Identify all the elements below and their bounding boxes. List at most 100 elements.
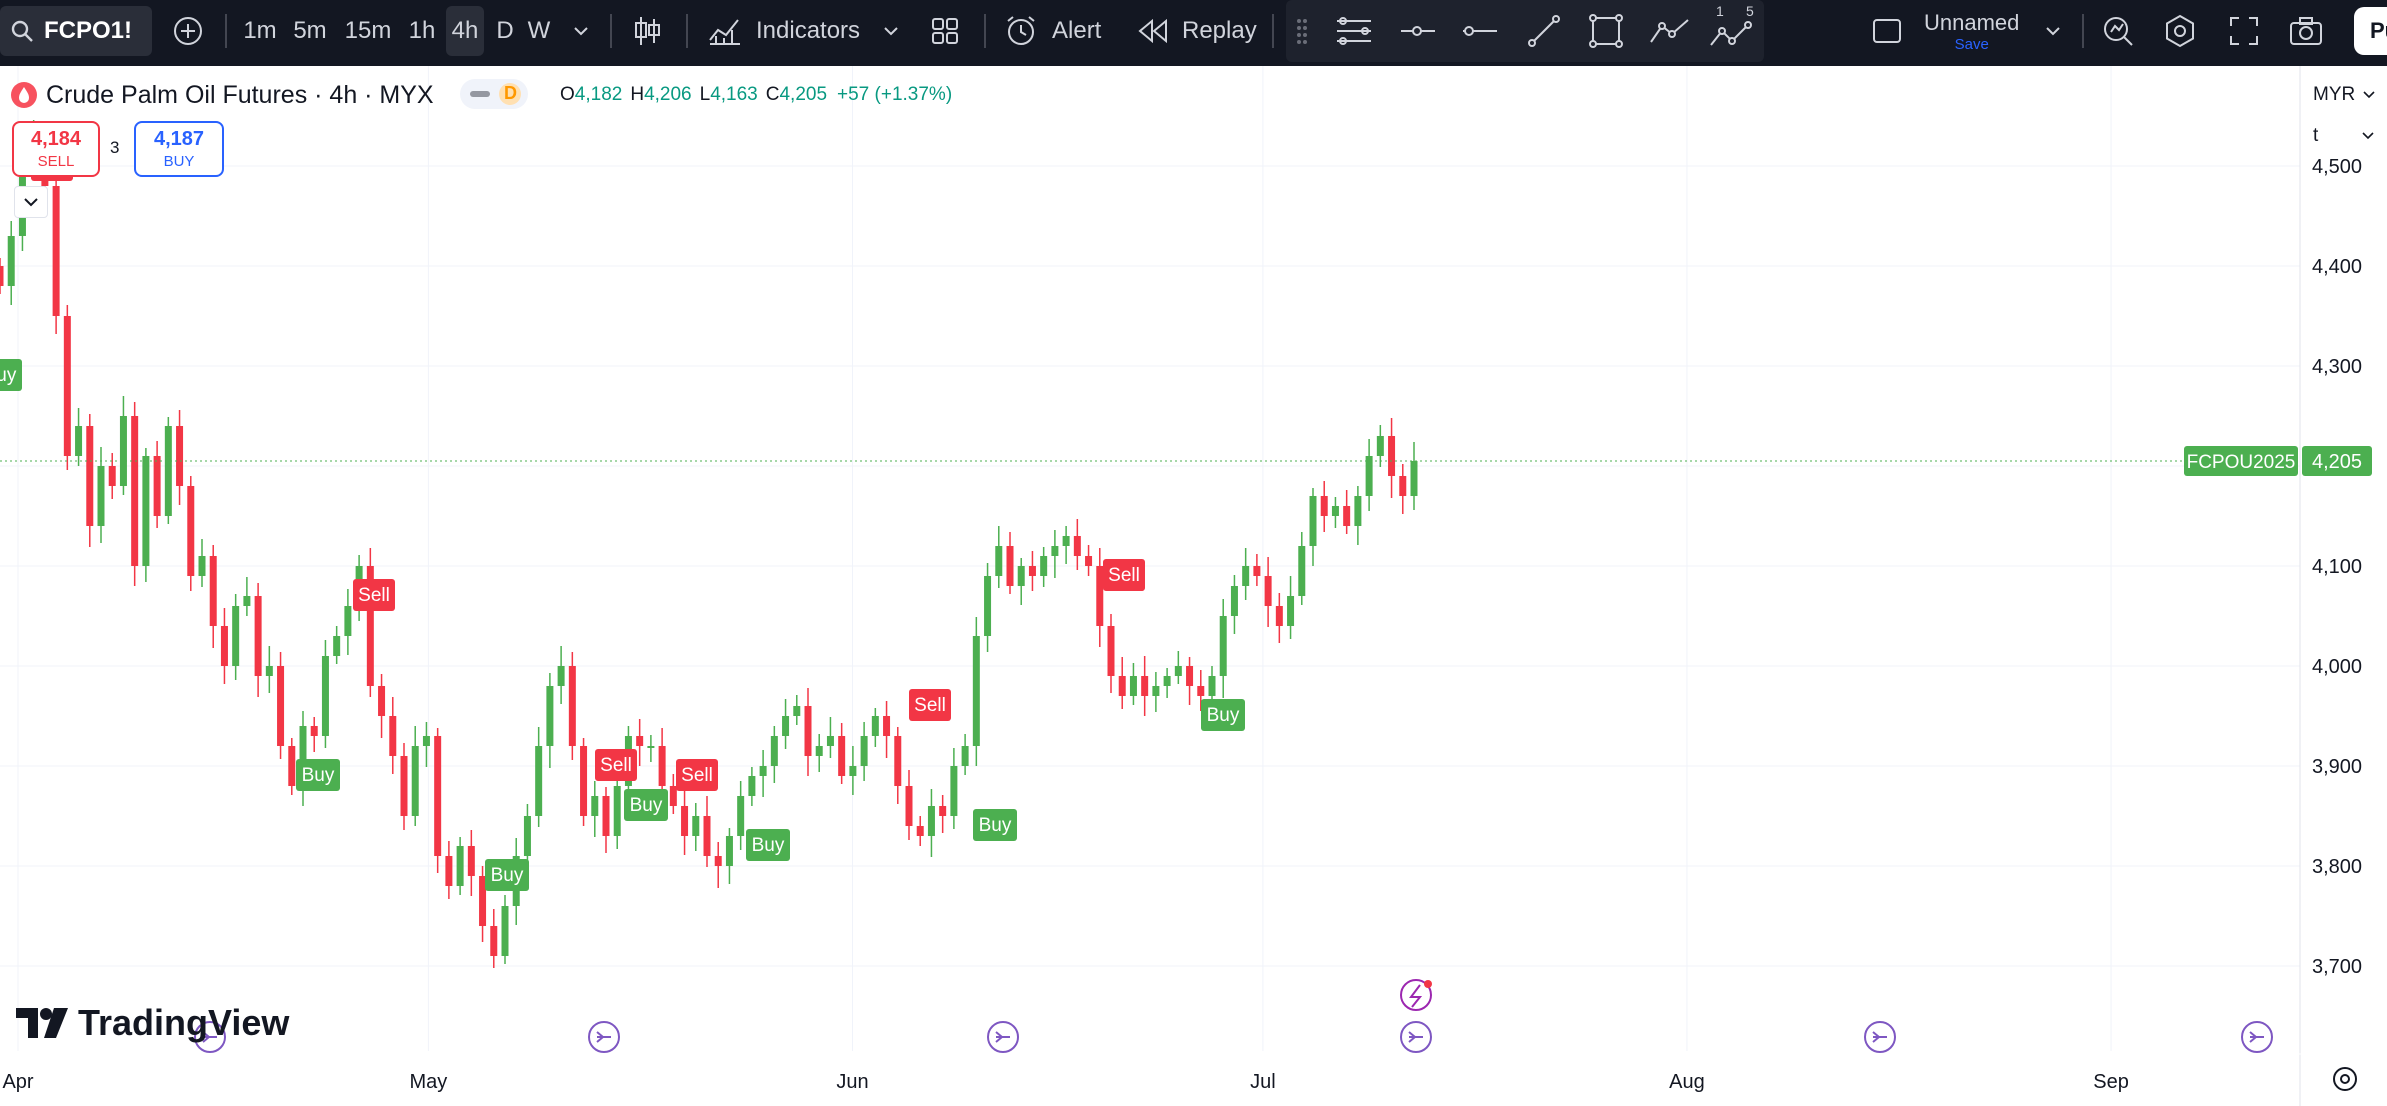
candle-body bbox=[939, 806, 947, 816]
sell-signal bbox=[676, 759, 718, 791]
event-marker-icon[interactable] bbox=[987, 1021, 1019, 1053]
sell-button[interactable]: 4,184 SELL bbox=[12, 121, 100, 177]
alert-button[interactable]: Alert bbox=[1004, 0, 1101, 62]
rewind-icon bbox=[1138, 19, 1167, 43]
indicators-chevron-down-icon[interactable] bbox=[876, 0, 906, 62]
rectangle-icon[interactable] bbox=[1586, 0, 1626, 62]
replay-button[interactable]: Replay bbox=[1138, 0, 1257, 62]
candle-body bbox=[1208, 676, 1216, 696]
candle-body bbox=[849, 766, 857, 776]
badge-label: D bbox=[504, 83, 517, 103]
timeframe-w[interactable]: W bbox=[527, 17, 551, 44]
time-axis[interactable]: Apr May Jun Jul Aug Sep bbox=[2, 1071, 2128, 1093]
candle-body bbox=[1275, 606, 1283, 626]
layout-checkbox-icon[interactable] bbox=[1870, 0, 1904, 62]
candle-body bbox=[75, 426, 83, 456]
price-axis[interactable]: 3,700 3,800 3,900 4,000 4,100 4,300 4,400 4,500 bbox=[2312, 156, 2362, 978]
candle-body bbox=[176, 426, 184, 486]
candle-body bbox=[1186, 666, 1194, 686]
candle-body bbox=[1388, 436, 1396, 476]
quick-search-icon[interactable] bbox=[2098, 0, 2138, 62]
buy-button[interactable]: 4,187 BUY bbox=[134, 121, 224, 177]
unit-selector[interactable]: t bbox=[2305, 118, 2381, 154]
candle-body bbox=[759, 766, 767, 776]
low-value: 4,163 bbox=[710, 84, 758, 105]
drag-handle-icon[interactable] bbox=[1290, 0, 1314, 62]
fullscreen-icon[interactable] bbox=[2224, 0, 2264, 62]
candle-body bbox=[344, 606, 352, 636]
timeframe-15m[interactable]: 15m bbox=[344, 17, 392, 44]
candle-body bbox=[703, 816, 711, 856]
layout-chevron-down-icon[interactable] bbox=[2038, 0, 2068, 62]
candle-body bbox=[647, 746, 655, 748]
event-marker-icon[interactable] bbox=[194, 1021, 226, 1053]
symbol-tag: FCPOU2025 bbox=[2187, 452, 2296, 473]
candle-body bbox=[52, 186, 60, 316]
candle-body bbox=[1129, 676, 1137, 696]
buy-signal bbox=[624, 789, 668, 821]
buy-signal-label: Buy bbox=[979, 815, 1012, 836]
last-price-line: FCPOU2025 4,205 bbox=[0, 446, 2372, 476]
layout-name-button[interactable]: Unnamed Save bbox=[1924, 0, 2019, 62]
candle-body bbox=[1006, 546, 1014, 586]
timeframe-1h[interactable]: 1h bbox=[408, 17, 436, 44]
candle-body bbox=[1040, 556, 1048, 576]
candle-body bbox=[97, 466, 105, 526]
sell-signal bbox=[595, 749, 637, 781]
search-icon bbox=[10, 0, 34, 62]
timeframe-4h[interactable]: 4h bbox=[446, 6, 484, 56]
pattern-icon[interactable] bbox=[1708, 0, 1754, 62]
settings-gear-icon[interactable] bbox=[2160, 0, 2200, 62]
event-marker-icon[interactable] bbox=[1864, 1021, 1896, 1053]
symbol-search-button[interactable]: FCPO1! bbox=[0, 6, 152, 56]
horizontal-ray-icon[interactable] bbox=[1398, 0, 1438, 62]
candle-body bbox=[1264, 576, 1272, 606]
candlestick-chart-type-icon[interactable] bbox=[630, 0, 664, 62]
candle-body bbox=[815, 746, 823, 756]
timeframe-1m[interactable]: 1m bbox=[243, 17, 277, 44]
templates-grid-icon[interactable] bbox=[928, 0, 962, 62]
time-tick-label: Jun bbox=[836, 1071, 868, 1093]
compare-symbol-button[interactable] bbox=[168, 0, 208, 62]
tradingview-logo-icon bbox=[16, 1008, 68, 1038]
time-tick-label: Aug bbox=[1669, 1071, 1705, 1093]
collapse-legend-button[interactable] bbox=[14, 186, 48, 218]
market-status-badge[interactable]: D bbox=[460, 79, 528, 109]
candle-body bbox=[1298, 546, 1306, 596]
event-marker-icon[interactable] bbox=[588, 1021, 620, 1053]
currency-selector[interactable]: MYR bbox=[2305, 76, 2381, 114]
timeframe-d[interactable]: D bbox=[496, 17, 514, 44]
earnings-event-icon[interactable] bbox=[1400, 979, 1432, 1011]
chevron-down-icon bbox=[2363, 91, 2375, 99]
price-chart[interactable]: FCPOU2025 4,205 Sell Buy Sell Buy Sell Buy Sell… bbox=[0, 66, 2387, 1106]
oil-drop-icon bbox=[11, 82, 37, 108]
event-marker-icon[interactable] bbox=[1400, 1021, 1432, 1053]
publish-button[interactable]: Pu bbox=[2354, 7, 2387, 55]
tradingview-logo[interactable]: TradingView bbox=[16, 1000, 289, 1046]
candle-body bbox=[714, 856, 722, 866]
top-toolbar: FCPO1! 1m 5m 15m 1h 4h D W Indicators Al… bbox=[0, 0, 2387, 66]
candle-body bbox=[277, 666, 285, 746]
candle-body bbox=[400, 756, 408, 816]
timeframe-dropdown-chevron-down-icon[interactable] bbox=[566, 0, 596, 62]
trend-line-icon[interactable] bbox=[1524, 0, 1564, 62]
buy-signal-label: Buy bbox=[491, 865, 524, 886]
chart-legend[interactable]: Crude Palm Oil Futures · 4h · MYX bbox=[10, 78, 434, 112]
price-tick-label: 3,800 bbox=[2312, 856, 2362, 878]
candle-body bbox=[299, 726, 307, 786]
timeframe-5m[interactable]: 5m bbox=[293, 17, 327, 44]
camera-icon[interactable] bbox=[2286, 0, 2326, 62]
chart-settings-gear-icon[interactable] bbox=[2328, 1062, 2362, 1096]
candle-body bbox=[557, 666, 565, 686]
event-marker-icon[interactable] bbox=[2241, 1021, 2273, 1053]
candle-body bbox=[7, 236, 15, 286]
horizontal-line-icon[interactable] bbox=[1460, 0, 1500, 62]
candle-body bbox=[950, 766, 958, 816]
path-icon[interactable] bbox=[1648, 0, 1692, 62]
candle-body bbox=[748, 776, 756, 796]
multiple-lines-icon[interactable] bbox=[1334, 0, 1374, 62]
candle-body bbox=[613, 786, 621, 836]
indicators-button[interactable]: Indicators bbox=[708, 0, 860, 62]
spread-value: 3 bbox=[110, 138, 120, 157]
candle-body bbox=[1107, 626, 1115, 676]
